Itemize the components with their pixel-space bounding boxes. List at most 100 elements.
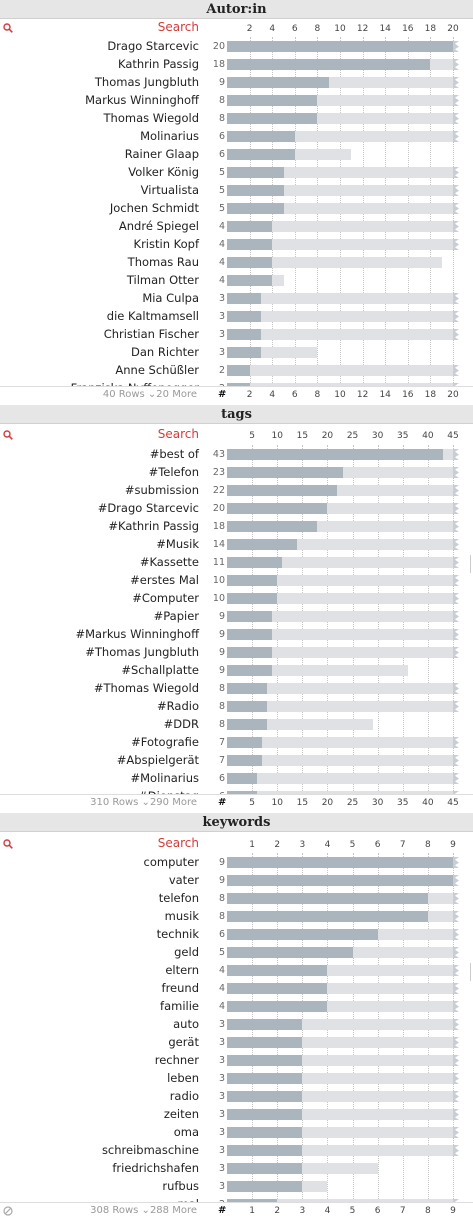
facet-label[interactable]: Virtualista — [140, 183, 199, 197]
facet-row[interactable]: vater 9 — [0, 871, 473, 889]
facet-label[interactable]: Dan Richter — [131, 345, 199, 359]
facet-label[interactable]: mal — [178, 1197, 199, 1202]
facet-label[interactable]: #Fotografie — [131, 735, 199, 749]
facet-list[interactable]: #best of 43 #Telefon 23 #submission 22 #Drago … — [0, 445, 473, 795]
facet-label[interactable]: Tilman Otter — [126, 273, 199, 287]
more-rows-button[interactable]: 40 Rows ⌄20 More — [102, 389, 197, 400]
facet-row[interactable]: technik 6 — [0, 925, 473, 943]
facet-row[interactable]: gerät 3 — [0, 1033, 473, 1051]
facet-row[interactable]: #Telefon 23 — [0, 463, 473, 481]
facet-label[interactable]: #Telefon — [148, 465, 199, 479]
facet-row[interactable]: #Kathrin Passig 18 — [0, 517, 473, 535]
facet-row[interactable]: #Thomas Jungbluth 9 — [0, 643, 473, 661]
facet-row[interactable]: friedrichshafen 3 — [0, 1159, 473, 1177]
facet-label[interactable]: Volker König — [128, 165, 199, 179]
facet-label[interactable]: #Molinarius — [130, 771, 199, 785]
sort-by-count-toggle[interactable]: # — [218, 389, 227, 400]
facet-label[interactable]: Rainer Glaap — [124, 147, 199, 161]
facet-label[interactable]: #Schallplatte — [121, 663, 199, 677]
facet-label[interactable]: Christian Fischer — [103, 327, 199, 341]
facet-row[interactable]: #Dienstag6 — [0, 787, 473, 794]
panel-title[interactable]: tags — [0, 405, 473, 424]
search-icon[interactable] — [3, 23, 13, 33]
facet-label[interactable]: auto — [173, 1017, 199, 1031]
facet-label[interactable]: #Drago Starcevic — [97, 501, 199, 515]
facet-row[interactable]: eltern 4 — [0, 961, 473, 979]
facet-row[interactable]: die Kaltmamsell 3 — [0, 307, 473, 325]
circle-slash-icon[interactable] — [3, 1206, 13, 1216]
facet-row[interactable]: rufbus 3 — [0, 1177, 473, 1195]
facet-label[interactable]: #erstes Mal — [130, 573, 199, 587]
sort-by-count-toggle[interactable]: # — [218, 797, 227, 808]
facet-row[interactable]: leben 3 — [0, 1069, 473, 1087]
facet-row[interactable]: geld 5 — [0, 943, 473, 961]
search-row[interactable]: Search — [0, 19, 473, 37]
facet-row[interactable]: auto 3 — [0, 1015, 473, 1033]
sort-by-count-toggle[interactable]: # — [218, 1205, 227, 1216]
facet-label[interactable]: Jochen Schmidt — [109, 201, 199, 215]
facet-label[interactable]: Thomas Wiegold — [103, 111, 199, 125]
facet-label[interactable]: André Spiegel — [118, 219, 199, 233]
facet-row[interactable]: Tilman Otter 4 — [0, 271, 473, 289]
facet-row[interactable]: Kathrin Passig 18 — [0, 55, 473, 73]
facet-label[interactable]: Kathrin Passig — [118, 57, 199, 71]
facet-label[interactable]: #Papier — [153, 609, 199, 623]
facet-label[interactable]: #Kathrin Passig — [108, 519, 199, 533]
facet-label[interactable]: freund — [161, 981, 199, 995]
facet-row[interactable]: #Abspielgerät 7 — [0, 751, 473, 769]
facet-row[interactable]: Volker König 5 — [0, 163, 473, 181]
facet-label[interactable]: die Kaltmamsell — [106, 309, 199, 323]
facet-row[interactable]: #DDR 8 — [0, 715, 473, 733]
facet-row[interactable]: Molinarius 6 — [0, 127, 473, 145]
facet-label[interactable]: #Computer — [132, 591, 199, 605]
search-row[interactable]: Search — [0, 835, 473, 853]
facet-row[interactable]: Markus Winninghoff 8 — [0, 91, 473, 109]
facet-row[interactable]: #Computer 10 — [0, 589, 473, 607]
search-input[interactable]: Search — [157, 836, 199, 850]
facet-row[interactable]: familie 4 — [0, 997, 473, 1015]
facet-row[interactable]: Rainer Glaap 6 — [0, 145, 473, 163]
facet-row[interactable]: rechner 3 — [0, 1051, 473, 1069]
facet-row[interactable]: musik 8 — [0, 907, 473, 925]
facet-label[interactable]: Drago Starcevic — [107, 39, 199, 53]
facet-label[interactable]: #best of — [149, 447, 199, 461]
facet-row[interactable]: #Schallplatte 9 — [0, 661, 473, 679]
facet-label[interactable]: eltern — [165, 963, 199, 977]
facet-row[interactable]: Drago Starcevic 20 — [0, 37, 473, 55]
panel-title[interactable]: keywords — [0, 813, 473, 832]
facet-row[interactable]: #Molinarius 6 — [0, 769, 473, 787]
facet-row[interactable]: #Thomas Wiegold 8 — [0, 679, 473, 697]
facet-label[interactable]: Thomas Rau — [127, 255, 199, 269]
facet-list[interactable]: Drago Starcevic 20 Kathrin Passig 18 Thomas … — [0, 37, 473, 387]
facet-row[interactable]: Virtualista 5 — [0, 181, 473, 199]
facet-label[interactable]: oma — [173, 1125, 199, 1139]
facet-row[interactable]: Thomas Jungbluth 9 — [0, 73, 473, 91]
facet-label[interactable]: #Radio — [157, 699, 199, 713]
facet-row[interactable]: computer 9 — [0, 853, 473, 871]
facet-row[interactable]: #Markus Winninghoff 9 — [0, 625, 473, 643]
facet-row[interactable]: telefon 8 — [0, 889, 473, 907]
facet-label[interactable]: #Abspielgerät — [116, 753, 199, 767]
facet-label[interactable]: Thomas Jungbluth — [94, 75, 199, 89]
scroll-handle[interactable] — [470, 555, 473, 573]
facet-label[interactable]: technik — [156, 927, 199, 941]
facet-row[interactable]: Dan Richter 3 — [0, 343, 473, 361]
facet-row[interactable]: #submission 22 — [0, 481, 473, 499]
facet-row[interactable]: Thomas Rau 4 — [0, 253, 473, 271]
search-row[interactable]: Search — [0, 426, 473, 444]
facet-row[interactable]: schreibmaschine 3 — [0, 1141, 473, 1159]
facet-label[interactable]: schreibmaschine — [101, 1143, 199, 1157]
facet-row[interactable]: #erstes Mal 10 — [0, 571, 473, 589]
facet-label[interactable]: Mia Culpa — [142, 291, 199, 305]
facet-row[interactable]: mal2 — [0, 1195, 473, 1202]
facet-label[interactable]: Molinarius — [140, 129, 199, 143]
more-rows-button[interactable]: 310 Rows ⌄290 More — [90, 797, 197, 808]
facet-label[interactable]: vater — [168, 873, 199, 887]
facet-label[interactable]: #Dienstag — [138, 789, 199, 794]
facet-label[interactable]: Franziska Nyffenegger — [71, 381, 199, 386]
search-icon[interactable] — [3, 839, 13, 849]
facet-label[interactable]: Markus Winninghoff — [85, 93, 199, 107]
panel-title[interactable]: Autor:in — [0, 0, 473, 19]
search-input[interactable]: Search — [157, 20, 199, 34]
facet-row[interactable]: Christian Fischer 3 — [0, 325, 473, 343]
